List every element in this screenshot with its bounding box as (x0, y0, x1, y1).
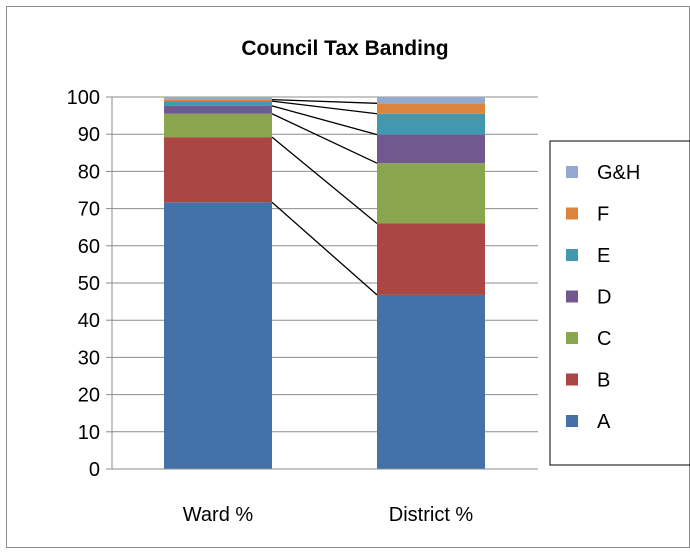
legend-swatch (566, 207, 578, 220)
y-tick-label: 0 (89, 459, 100, 481)
legend-swatch (566, 332, 578, 344)
y-tick-label: 100 (67, 87, 100, 109)
x-tick-label: Ward % (183, 504, 254, 526)
bar-segment (377, 103, 485, 114)
series-line (271, 113, 378, 164)
legend-swatch (566, 166, 578, 178)
legend-swatch (566, 373, 578, 386)
bar-segment (164, 137, 272, 203)
bar-segment (164, 99, 272, 102)
legend-label: A (597, 411, 611, 433)
bars (164, 97, 485, 469)
y-tick-label: 40 (78, 310, 100, 332)
bar-segment (164, 113, 272, 138)
bar-segment (164, 105, 272, 114)
legend-box (549, 140, 690, 466)
chart-title: Council Tax Banding (241, 37, 448, 60)
series-line (271, 105, 378, 136)
legend-label: C (597, 328, 611, 350)
legend-label: G&H (597, 162, 640, 184)
bar-segment (377, 97, 485, 104)
y-tick-label: 80 (78, 161, 100, 183)
bar-segment (164, 101, 272, 106)
y-tick-label: 10 (78, 422, 100, 444)
legend-label: B (597, 370, 610, 392)
y-tick-label: 20 (78, 385, 100, 407)
y-tick-label: 90 (78, 124, 100, 146)
y-tick-label: 70 (78, 199, 100, 221)
series-line (271, 100, 378, 115)
y-tick-label: 50 (78, 273, 100, 295)
y-tick-label: 60 (78, 236, 100, 258)
bar-segment (377, 134, 485, 164)
bar-segment (377, 163, 485, 224)
series-line (271, 98, 378, 104)
legend-label: E (597, 245, 610, 267)
series-lines (271, 98, 378, 296)
legend-label: F (597, 204, 609, 226)
bar-segment (164, 97, 272, 100)
legend-swatch (566, 249, 578, 261)
bar-segment (377, 294, 485, 469)
axes: 0 10 20 30 40 50 60 70 80 90 100 Ward % District % (67, 87, 538, 526)
legend-swatch (566, 290, 578, 303)
series-line (271, 201, 378, 296)
legend-label: D (597, 287, 611, 309)
series-line (271, 136, 378, 224)
bar-segment (377, 113, 485, 135)
bar-segment (377, 223, 485, 295)
legend-swatch (566, 415, 578, 427)
y-tick-label: 30 (78, 347, 100, 369)
x-tick-label: District % (389, 504, 474, 526)
bar-segment (164, 202, 272, 469)
